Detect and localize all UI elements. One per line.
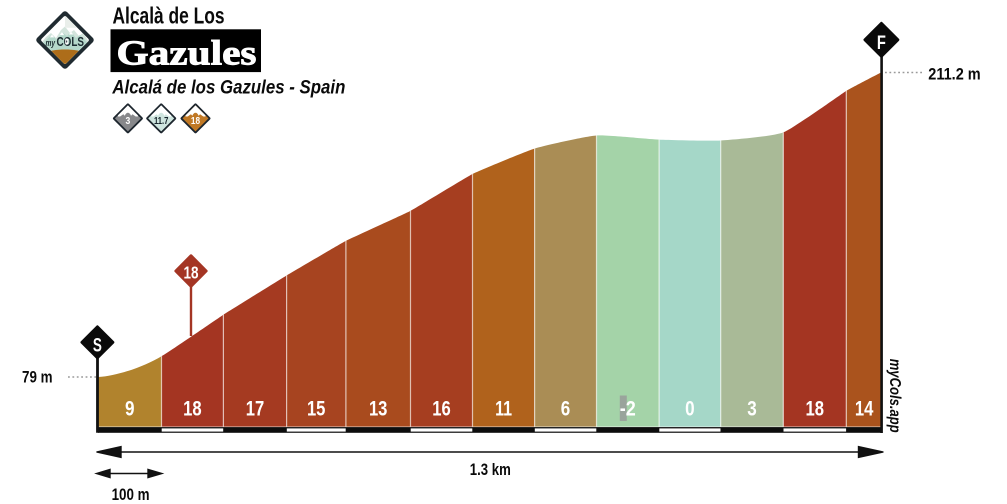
svg-text:11: 11 bbox=[495, 398, 512, 421]
svg-text:14: 14 bbox=[855, 398, 874, 421]
svg-text:Alcalà de Los: Alcalà de Los bbox=[113, 3, 225, 29]
svg-text:18: 18 bbox=[806, 398, 825, 421]
svg-text:9: 9 bbox=[125, 398, 135, 421]
svg-text:S: S bbox=[93, 335, 102, 357]
svg-text:Alcalá de los Gazules - Spain: Alcalá de los Gazules - Spain bbox=[112, 77, 346, 99]
svg-text:100 m: 100 m bbox=[112, 486, 150, 504]
svg-text:3: 3 bbox=[747, 398, 757, 421]
svg-text:16: 16 bbox=[432, 398, 451, 421]
svg-text:211.2 m: 211.2 m bbox=[928, 65, 980, 83]
svg-text:11.7: 11.7 bbox=[154, 115, 169, 127]
svg-text:15: 15 bbox=[307, 398, 326, 421]
svg-text:1.3 km: 1.3 km bbox=[470, 461, 511, 479]
svg-text:18: 18 bbox=[191, 115, 200, 127]
svg-text:18: 18 bbox=[183, 398, 202, 421]
svg-text:79 m: 79 m bbox=[22, 368, 53, 386]
svg-text:13: 13 bbox=[369, 398, 388, 421]
svg-text:3: 3 bbox=[126, 115, 131, 127]
svg-text:F: F bbox=[877, 32, 886, 54]
svg-text:18: 18 bbox=[184, 263, 199, 283]
svg-text:my: my bbox=[46, 38, 56, 49]
svg-text:0: 0 bbox=[685, 398, 695, 421]
svg-text:myCols.app: myCols.app bbox=[886, 359, 903, 433]
svg-text:Gazules: Gazules bbox=[117, 34, 257, 73]
svg-text:COLS: COLS bbox=[57, 34, 85, 49]
svg-text:17: 17 bbox=[246, 398, 265, 421]
svg-text:-2: -2 bbox=[620, 398, 636, 421]
svg-text:6: 6 bbox=[561, 398, 571, 421]
